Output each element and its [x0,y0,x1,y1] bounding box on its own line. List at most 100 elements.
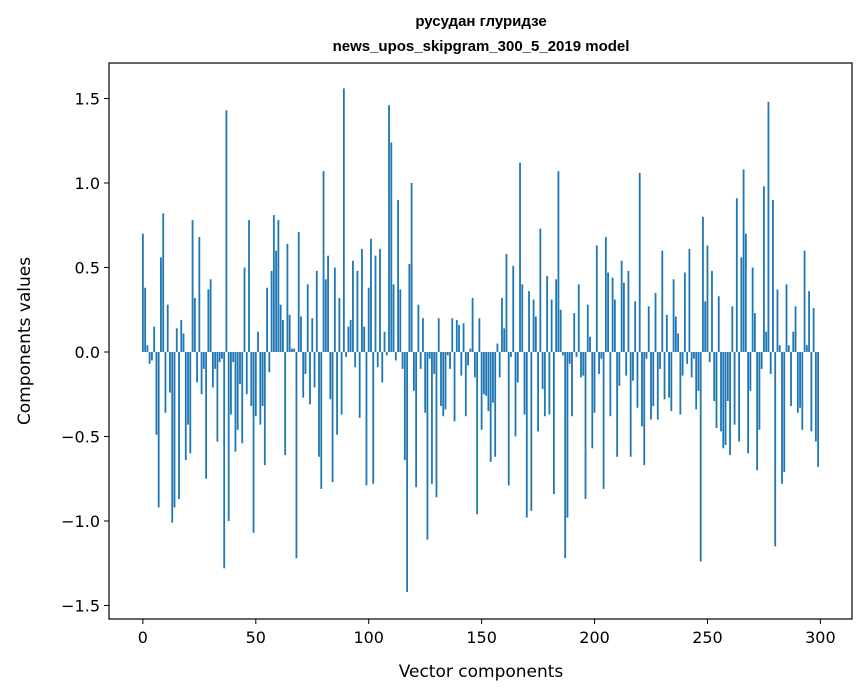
x-tick-label: 50 [246,628,266,647]
bar [643,351,646,466]
bar [625,351,628,376]
bar [641,351,643,427]
bar [562,351,564,356]
bar [415,351,418,488]
bar [234,351,237,452]
bar [281,319,284,352]
bar [537,351,539,432]
bar [216,351,219,442]
bar [593,351,596,413]
bar [532,299,535,352]
bar [408,264,411,352]
bar [582,351,585,376]
bar [390,142,393,352]
bar [695,351,698,410]
bar [241,351,244,444]
bar [428,351,431,359]
bar [541,351,544,390]
bar [661,250,664,352]
bar [336,351,338,435]
bar [573,313,576,352]
bar [169,351,171,393]
y-tick-label: 0.5 [75,258,100,277]
bar [519,162,521,352]
bar [763,186,765,352]
bar [749,351,752,391]
bar [636,351,639,408]
bar [435,351,438,498]
bar [383,331,386,352]
bar [184,351,187,461]
bar [381,351,384,383]
bar [162,213,165,352]
bar [503,328,506,352]
bar [575,351,578,358]
bar [487,351,490,412]
bar [659,351,661,369]
bar [523,351,526,415]
bar [173,351,176,508]
bar [422,318,424,352]
bar [699,351,702,562]
bar [160,257,162,352]
bar [706,245,709,352]
bar [442,351,445,417]
bar [327,255,329,352]
bar [715,351,718,429]
bar [584,351,587,500]
bar [309,351,311,405]
bar [223,351,226,569]
bar [589,336,591,352]
x-tick-label: 100 [353,628,384,647]
bar [751,267,754,352]
bar [266,287,268,352]
bar [155,351,158,435]
bar [805,345,808,352]
x-tick-label: 200 [579,628,610,647]
bar [451,318,454,352]
bar [399,289,402,352]
bar [478,318,481,352]
bar [462,323,465,352]
y-tick-label: 1.5 [75,89,100,108]
bar [349,319,352,352]
bar [164,351,167,413]
bar [489,351,492,462]
bar [498,351,501,378]
x-tick-label: 250 [692,628,723,647]
bar [225,110,228,352]
bar [187,351,189,425]
bar [218,351,221,363]
bar [175,328,178,352]
bar [521,284,524,352]
bar [221,351,223,359]
bar [803,250,806,352]
bar [433,351,436,374]
bar [376,351,379,368]
y-tick-label: −1.5 [61,596,100,615]
bar [781,351,783,484]
bar [717,296,720,352]
bar [623,282,625,352]
bar [284,351,287,456]
y-axis-label: Components values [15,257,35,425]
bar [550,299,553,352]
bar [356,270,359,352]
bar [460,351,463,376]
bar [367,287,370,352]
bar [611,277,614,352]
bar [248,220,250,352]
bar [268,351,271,373]
bar [552,351,555,494]
bar [426,351,429,540]
bar [333,267,336,352]
bar [801,351,804,430]
plot-frame [108,62,853,620]
bar [742,169,745,352]
bar [555,279,558,352]
bar [365,351,368,486]
x-axis-label: Vector components [399,662,564,682]
bar [232,351,235,363]
bar [559,309,562,352]
bar [665,314,668,352]
